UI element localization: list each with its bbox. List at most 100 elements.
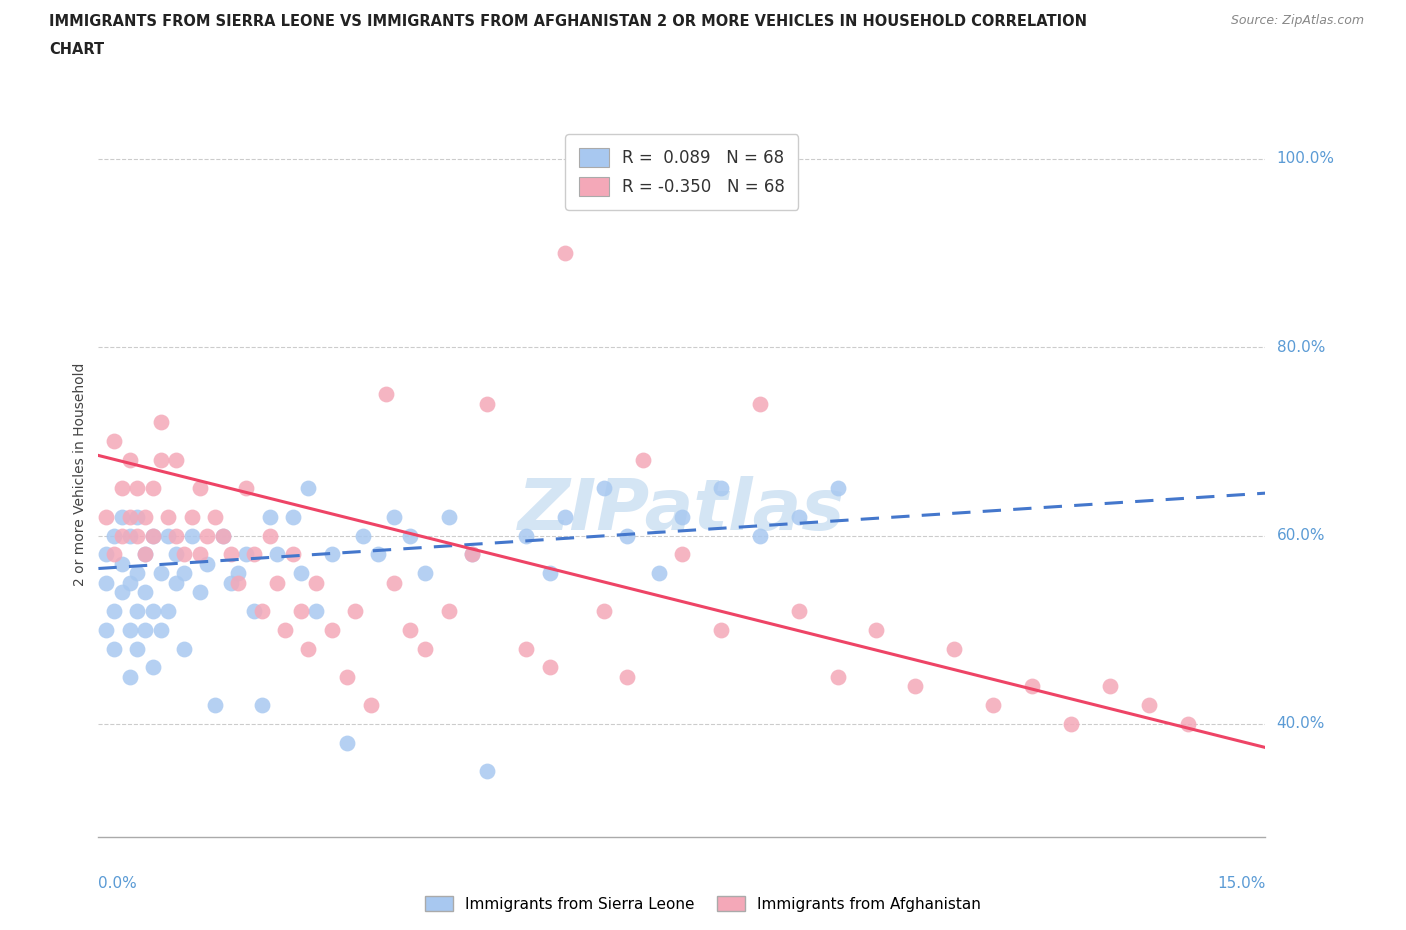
Point: [111, 556, 134, 571]
Point: [96, 547, 118, 562]
Point: [865, 622, 887, 637]
Point: [188, 585, 211, 600]
Point: [111, 528, 134, 543]
Point: [149, 565, 172, 580]
Point: [336, 736, 359, 751]
Point: [259, 510, 281, 525]
Point: [631, 453, 654, 468]
Point: [305, 575, 328, 590]
Point: [149, 453, 172, 468]
Point: [943, 641, 966, 656]
Point: [290, 604, 312, 618]
Text: 100.0%: 100.0%: [1277, 152, 1334, 166]
Point: [96, 622, 118, 637]
Point: [382, 510, 405, 525]
Point: [554, 246, 576, 260]
Point: [195, 528, 218, 543]
Legend: R =  0.089   N = 68, R = -0.350   N = 68: R = 0.089 N = 68, R = -0.350 N = 68: [565, 135, 799, 209]
Point: [142, 528, 165, 543]
Point: [274, 622, 297, 637]
Y-axis label: 2 or more Vehicles in Household: 2 or more Vehicles in Household: [73, 363, 87, 586]
Point: [157, 528, 180, 543]
Point: [127, 604, 149, 618]
Point: [250, 604, 273, 618]
Point: [180, 528, 202, 543]
Point: [593, 481, 616, 496]
Point: [118, 622, 141, 637]
Point: [103, 528, 125, 543]
Point: [413, 641, 436, 656]
Point: [212, 528, 235, 543]
Point: [305, 604, 328, 618]
Point: [1021, 679, 1043, 694]
Point: [827, 481, 849, 496]
Point: [398, 528, 420, 543]
Point: [219, 575, 242, 590]
Point: [321, 547, 343, 562]
Point: [142, 528, 165, 543]
Point: [157, 510, 180, 525]
Point: [204, 698, 226, 712]
Point: [134, 622, 156, 637]
Point: [228, 565, 250, 580]
Text: 0.0%: 0.0%: [98, 876, 138, 891]
Point: [281, 547, 304, 562]
Point: [554, 510, 576, 525]
Point: [134, 547, 156, 562]
Point: [352, 528, 374, 543]
Point: [1098, 679, 1121, 694]
Point: [710, 481, 733, 496]
Point: [321, 622, 343, 637]
Point: [375, 387, 398, 402]
Point: [118, 575, 141, 590]
Point: [111, 481, 134, 496]
Point: [538, 660, 561, 675]
Text: IMMIGRANTS FROM SIERRA LEONE VS IMMIGRANTS FROM AFGHANISTAN 2 OR MORE VEHICLES I: IMMIGRANTS FROM SIERRA LEONE VS IMMIGRAN…: [49, 14, 1087, 29]
Point: [748, 396, 770, 411]
Point: [111, 510, 134, 525]
Point: [127, 641, 149, 656]
Point: [188, 481, 211, 496]
Point: [616, 670, 638, 684]
Point: [336, 670, 359, 684]
Point: [204, 510, 226, 525]
Point: [219, 547, 242, 562]
Point: [671, 547, 693, 562]
Point: [96, 575, 118, 590]
Point: [243, 604, 266, 618]
Point: [103, 604, 125, 618]
Point: [250, 698, 273, 712]
Point: [710, 622, 733, 637]
Point: [134, 547, 156, 562]
Point: [118, 528, 141, 543]
Point: [461, 547, 484, 562]
Point: [149, 415, 172, 430]
Point: [437, 510, 460, 525]
Point: [149, 622, 172, 637]
Point: [382, 575, 405, 590]
Point: [290, 565, 312, 580]
Point: [1177, 716, 1199, 731]
Text: Source: ZipAtlas.com: Source: ZipAtlas.com: [1230, 14, 1364, 27]
Point: [173, 641, 195, 656]
Point: [165, 528, 187, 543]
Point: [616, 528, 638, 543]
Point: [157, 604, 180, 618]
Point: [413, 565, 436, 580]
Point: [165, 575, 187, 590]
Point: [188, 547, 211, 562]
Point: [904, 679, 927, 694]
Point: [827, 670, 849, 684]
Point: [787, 510, 810, 525]
Point: [398, 622, 420, 637]
Point: [165, 453, 187, 468]
Point: [118, 453, 141, 468]
Point: [103, 434, 125, 449]
Point: [127, 510, 149, 525]
Point: [671, 510, 693, 525]
Point: [297, 641, 319, 656]
Point: [173, 547, 195, 562]
Point: [538, 565, 561, 580]
Point: [118, 670, 141, 684]
Point: [127, 528, 149, 543]
